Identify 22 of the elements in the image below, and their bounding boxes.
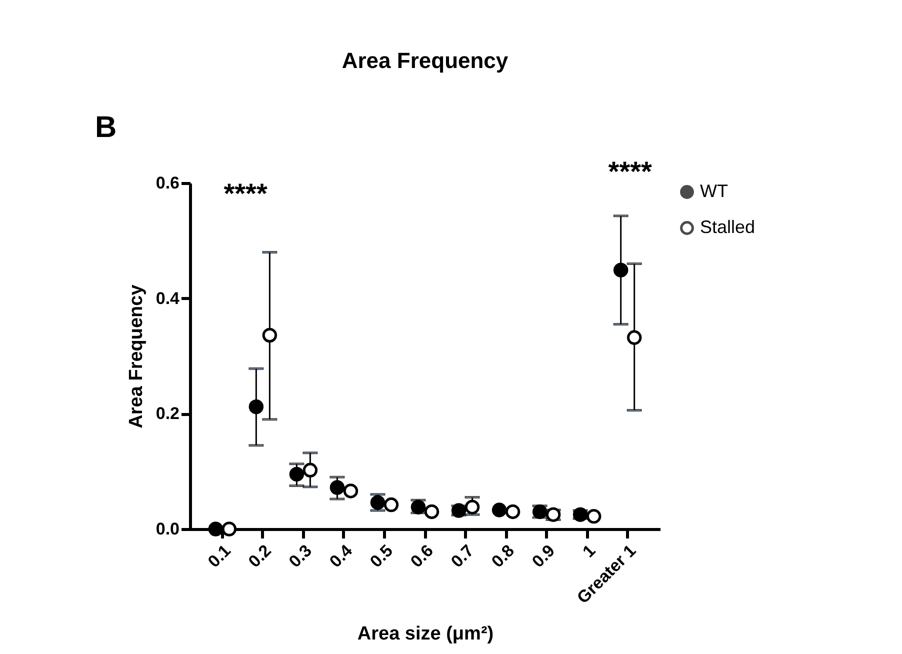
x-tick-label: 0.2 xyxy=(244,541,275,572)
y-tick-label: 0.0 xyxy=(156,520,180,538)
legend-label: Stalled xyxy=(700,217,756,237)
x-tick-label: 0.1 xyxy=(204,541,234,572)
text: B xyxy=(95,111,117,144)
y-tick-label: 0.6 xyxy=(156,174,180,192)
annotation: **** xyxy=(224,178,268,209)
x-axis-title: Area size (μm²) xyxy=(357,624,494,645)
x-tick-label: 1 xyxy=(578,541,600,562)
y-tick-label: 0.4 xyxy=(156,288,180,308)
x-tick-label: 0.4 xyxy=(326,540,356,572)
x-tick-label: 0.5 xyxy=(366,541,397,572)
x-tick-label: 0.9 xyxy=(528,541,559,572)
x-tick-label: 0.6 xyxy=(406,541,438,572)
x-tick-label: 0.7 xyxy=(447,541,478,572)
chart-title: Area Frequency xyxy=(342,48,509,73)
y-tick-label: 0.2 xyxy=(156,404,180,424)
annotation: **** xyxy=(608,156,652,187)
x-tick-label: 0.8 xyxy=(488,541,518,572)
legend-label: WT xyxy=(700,181,728,201)
x-tick-label: 0.3 xyxy=(285,541,316,572)
y-axis-title: Area Frequency xyxy=(126,284,147,428)
